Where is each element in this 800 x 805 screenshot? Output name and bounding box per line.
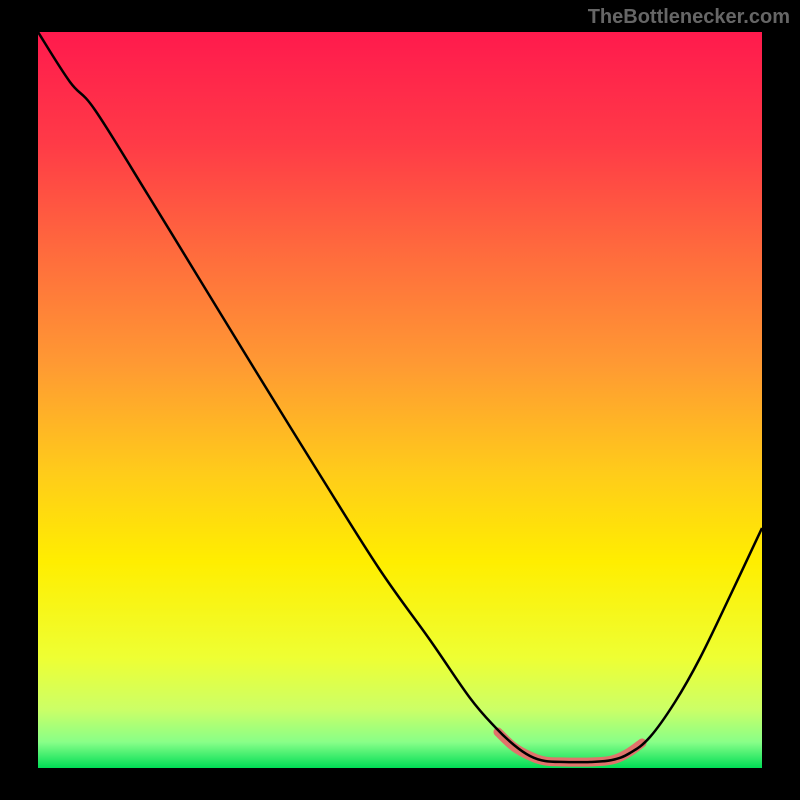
plot-svg bbox=[0, 0, 800, 800]
watermark-text: TheBottlenecker.com bbox=[588, 6, 790, 29]
gradient-background bbox=[38, 32, 762, 768]
chart-container: TheBottlenecker.com bbox=[0, 0, 800, 800]
